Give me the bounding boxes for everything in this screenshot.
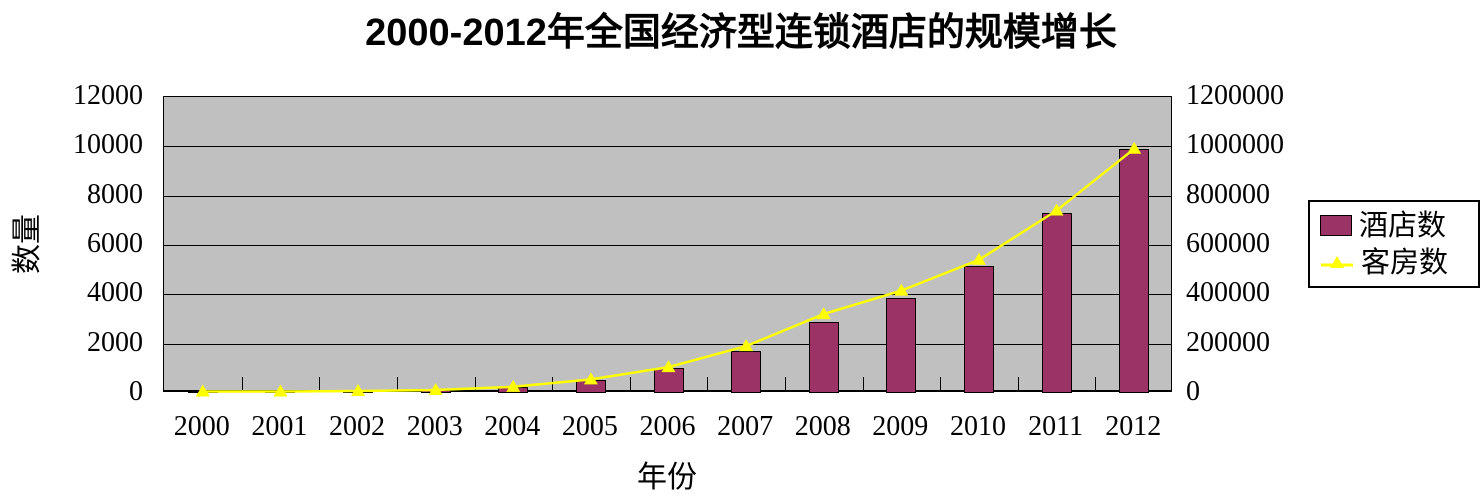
hotels-bar-swatch-icon (1320, 215, 1352, 236)
x-axis-title: 年份 (637, 461, 697, 494)
y-axis-label-right: 600000 (1186, 228, 1270, 259)
x-axis-label: 2009 (872, 411, 929, 442)
y-axis-label-right: 0 (1186, 376, 1200, 407)
x-axis-label: 2008 (794, 411, 851, 442)
bar-hotels (1119, 149, 1150, 393)
rooms-line-marker (195, 384, 210, 397)
rooms-line-marker (971, 252, 986, 265)
y-axis-label-left: 4000 (87, 277, 143, 309)
y-axis-label-right: 1200000 (1186, 80, 1284, 111)
rooms-line-marker (506, 379, 521, 392)
x-axis-label: 2004 (484, 411, 541, 442)
x-axis-label: 2010 (950, 411, 1006, 442)
y-axis-label-right: 200000 (1186, 326, 1270, 358)
y-axis-label-left: 2000 (87, 326, 143, 358)
x-axis-tick-mark (707, 377, 709, 390)
x-axis-tick-mark (241, 377, 243, 390)
x-axis-label: 2006 (639, 411, 696, 442)
gridline (164, 146, 1171, 148)
rooms-line-swatch-icon (1321, 255, 1353, 268)
x-axis-tick-mark (940, 377, 942, 390)
rooms-line-layer (195, 141, 1142, 397)
x-axis-tick-mark (784, 377, 786, 390)
gridline (164, 294, 1171, 296)
x-axis-tick-mark (396, 377, 398, 390)
legend-item-rooms: 客房数 (1320, 247, 1478, 279)
bar-hotels (808, 321, 839, 393)
y-axis-label-left: 0 (129, 376, 143, 407)
bar-hotels (886, 298, 917, 393)
bar-hotels (964, 266, 994, 393)
y-axis-label-left: 12000 (73, 80, 143, 111)
rooms-line-marker (1127, 141, 1142, 154)
gridline (164, 343, 1171, 345)
x-axis-tick-mark (629, 377, 631, 390)
legend-item-hotels: 酒店数 (1320, 210, 1478, 242)
legend: 酒店数 客房数 (1308, 200, 1480, 288)
y-axis-label-right: 800000 (1186, 178, 1270, 210)
gridline (164, 195, 1171, 197)
rooms-line-marker (428, 383, 443, 396)
bar-hotels (1041, 212, 1072, 393)
plot-area (163, 96, 1172, 397)
x-axis-tick-mark (474, 377, 476, 390)
y-axis-label-right: 400000 (1186, 277, 1270, 309)
rooms-line-marker (816, 307, 831, 320)
x-axis-label: 2011 (1028, 411, 1084, 442)
rooms-line-marker (351, 384, 366, 397)
x-axis-label: 2005 (561, 411, 618, 442)
x-axis-label: 2001 (251, 411, 308, 442)
rooms-line-marker (739, 339, 754, 352)
legend-label-hotels: 酒店数 (1359, 209, 1447, 242)
x-axis-label: 2003 (406, 411, 463, 442)
x-axis-label: 2000 (173, 411, 230, 442)
rooms-line (202, 147, 1135, 393)
rooms-line-marker (894, 283, 909, 296)
y-axis-label-left: 8000 (87, 178, 143, 210)
x-axis-label: 2002 (329, 411, 385, 442)
legend-label-rooms: 客房数 (1361, 246, 1449, 279)
rooms-line-marker (1049, 203, 1064, 216)
rooms-line-marker (273, 384, 288, 397)
chart-title: 2000-2012年全国经济型连锁酒店的规模增长 (365, 12, 1117, 54)
y-axis-label-right: 1000000 (1186, 129, 1284, 161)
x-axis-tick-mark (319, 377, 321, 390)
y-axis-label-left: 10000 (73, 129, 143, 161)
x-axis-label: 2012 (1105, 411, 1162, 442)
x-axis-tick-mark (862, 377, 864, 390)
x-axis-tick-mark (1017, 377, 1019, 390)
y-axis-label-left: 6000 (87, 228, 143, 259)
x-axis-tick-mark (1095, 377, 1097, 390)
rooms-line-marker (661, 360, 676, 373)
x-axis-label: 2007 (717, 411, 774, 442)
rooms-line-marker (583, 372, 598, 385)
gridline (164, 245, 1171, 246)
